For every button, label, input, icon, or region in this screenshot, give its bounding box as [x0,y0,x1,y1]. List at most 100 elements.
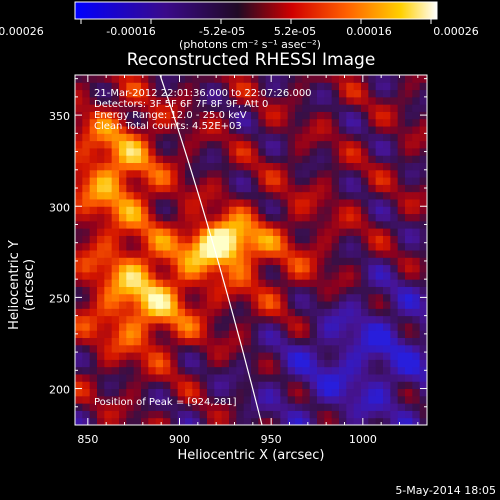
heatmap-cell [324,184,333,193]
heatmap-cell [339,89,347,98]
heatmap-cell [119,96,127,105]
heatmap-cell [331,279,340,287]
heatmap-cell [375,352,384,360]
heatmap-cell [163,140,171,149]
heatmap-cell [243,177,252,185]
heatmap-cell [280,75,289,83]
heatmap-cell [97,257,105,266]
heatmap-cell [383,264,391,273]
heatmap-cell [295,250,303,258]
heatmap-cell [251,104,259,112]
heatmap-cell [214,308,223,317]
heatmap-cell [111,250,120,258]
heatmap-cell [331,220,340,229]
heatmap-cell [412,198,421,207]
heatmap-cell [258,96,267,105]
heatmap-cell [295,162,303,171]
heatmap-cell [419,395,427,404]
heatmap-cell [119,257,127,266]
heatmap-cell [207,133,215,142]
heatmap-cell [111,308,120,317]
heatmap-cell [273,301,281,309]
heatmap-cell [192,395,201,404]
heatmap-cell [221,169,230,178]
heatmap-cell [82,133,91,142]
heatmap-cell [221,220,230,229]
heatmap-cell [309,301,318,309]
heatmap-cell [375,359,384,368]
heatmap-cell [243,140,252,149]
heatmap-cell [302,75,311,83]
heatmap-cell [273,213,281,222]
heatmap-cell [192,271,201,280]
heatmap-cell [75,147,83,156]
heatmap-cell [419,177,427,185]
heatmap-cell [119,111,127,120]
heatmap-cell [405,82,413,91]
colorbar-tick-label: -0.00026 [0,25,44,38]
heatmap-cell [353,133,362,142]
heatmap-cell [287,250,296,258]
heatmap-cell [133,242,142,251]
heatmap-cell [258,410,267,419]
heatmap-cell [405,301,413,309]
heatmap-cell [82,147,91,156]
heatmap-cell [309,279,318,287]
heatmap-cell [287,381,296,390]
heatmap-cell [390,257,399,266]
heatmap-cell [185,330,193,338]
heatmap-cell [170,184,179,193]
heatmap-cell [75,220,83,229]
heatmap-cell [75,213,83,222]
heatmap-cell [192,257,201,266]
heatmap-cell [185,242,193,251]
heatmap-cell [177,133,186,142]
heatmap-cell [368,301,377,309]
heatmap-cell [353,89,362,98]
heatmap-cell [339,184,347,193]
heatmap-cell [221,250,230,258]
heatmap-cell [192,242,201,251]
heatmap-cell [412,169,421,178]
heatmap-cell [133,352,142,360]
heatmap-cell [295,220,303,229]
heatmap-cell [280,82,289,91]
heatmap-cell [317,366,325,375]
heatmap-cell [119,206,127,215]
heatmap-cell [295,330,303,338]
heatmap-cell [317,126,325,134]
heatmap-cell [353,417,362,425]
heatmap-cell [331,140,340,149]
heatmap-cell [82,162,91,171]
y-tick-label: 250 [49,292,70,305]
heatmap-cell [236,213,245,222]
heatmap-cell [309,322,318,331]
heatmap-cell [148,198,157,207]
heatmap-cell [405,322,413,331]
heatmap-cell [133,366,142,375]
heatmap-cell [251,220,259,229]
heatmap-cell [163,410,171,419]
y-tick-label: 200 [49,384,70,397]
heatmap-cell [302,315,311,324]
heatmap-cell [177,184,186,193]
heatmap-cell [133,177,142,185]
heatmap-cell [309,169,318,178]
heatmap-cell [309,140,318,149]
heatmap-cell [309,286,318,295]
heatmap-cell [185,264,193,273]
y-axis-label: Heliocentric Y (arcsec) [7,240,37,330]
heatmap-cell [309,133,318,142]
heatmap-cell [287,147,296,156]
heatmap-cell [126,235,135,244]
heatmap-cell [126,242,135,251]
heatmap-cell [383,118,391,127]
heatmap-cell [346,359,355,368]
heatmap-cell [75,162,83,171]
heatmap-cell [390,359,399,368]
heatmap-cell [368,220,377,229]
heatmap-cell [82,155,91,163]
heatmap-cell [353,82,362,91]
heatmap-cell [141,417,149,425]
heatmap-cell [295,96,303,105]
